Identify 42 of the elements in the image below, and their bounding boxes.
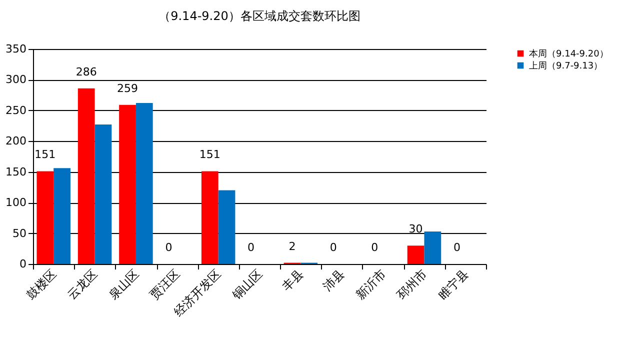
data-label: 0 bbox=[330, 241, 337, 254]
bar bbox=[218, 190, 236, 264]
bar bbox=[119, 104, 136, 264]
chart-title: （9.14-9.20）各区域成交套数环比图 bbox=[158, 9, 360, 23]
y-tick-label: 200 bbox=[6, 134, 26, 148]
bar bbox=[94, 124, 112, 264]
legend-label: 上周（9.7-9.13） bbox=[529, 60, 603, 72]
data-label: 259 bbox=[117, 82, 138, 95]
data-label: 151 bbox=[199, 148, 220, 162]
data-label: 2 bbox=[288, 240, 296, 253]
x-tick-label: 鼓楼区 bbox=[24, 266, 60, 302]
data-label: 0 bbox=[453, 241, 460, 254]
x-tick-label: 邳州市 bbox=[394, 266, 430, 302]
y-tick-label: 0 bbox=[20, 258, 26, 270]
y-tick-label: 100 bbox=[6, 196, 26, 210]
x-tick-label: 云龙区 bbox=[64, 266, 100, 302]
data-label: 30 bbox=[408, 222, 423, 236]
data-label: 0 bbox=[371, 241, 378, 254]
x-tick-label: 沛县 bbox=[320, 266, 348, 294]
x-tick-label: 丰县 bbox=[279, 266, 306, 294]
data-label: 0 bbox=[248, 241, 255, 254]
bar bbox=[36, 171, 54, 264]
data-label: 286 bbox=[76, 65, 97, 78]
y-tick-label: 50 bbox=[12, 226, 26, 240]
bar bbox=[407, 246, 424, 264]
bar bbox=[201, 171, 218, 264]
x-tick-label: 泉山区 bbox=[106, 266, 142, 302]
bar bbox=[424, 231, 442, 264]
x-tick-label: 新沂市 bbox=[353, 266, 388, 302]
data-label: 0 bbox=[165, 241, 172, 254]
bar bbox=[136, 103, 153, 264]
bar bbox=[54, 168, 70, 264]
y-tick-label: 250 bbox=[6, 104, 26, 117]
x-tick-label: 铜山区 bbox=[228, 266, 265, 303]
data-label: 151 bbox=[34, 148, 56, 162]
y-tick-label: 150 bbox=[6, 165, 26, 178]
bar bbox=[78, 88, 95, 264]
y-tick-label: 300 bbox=[6, 73, 26, 86]
x-tick-label: 贾汪区 bbox=[147, 266, 183, 302]
x-tick-label: 睢宁县 bbox=[436, 266, 471, 302]
legend-label: 本周（9.14-9.20） bbox=[529, 48, 608, 60]
y-tick-label: 350 bbox=[6, 42, 26, 56]
